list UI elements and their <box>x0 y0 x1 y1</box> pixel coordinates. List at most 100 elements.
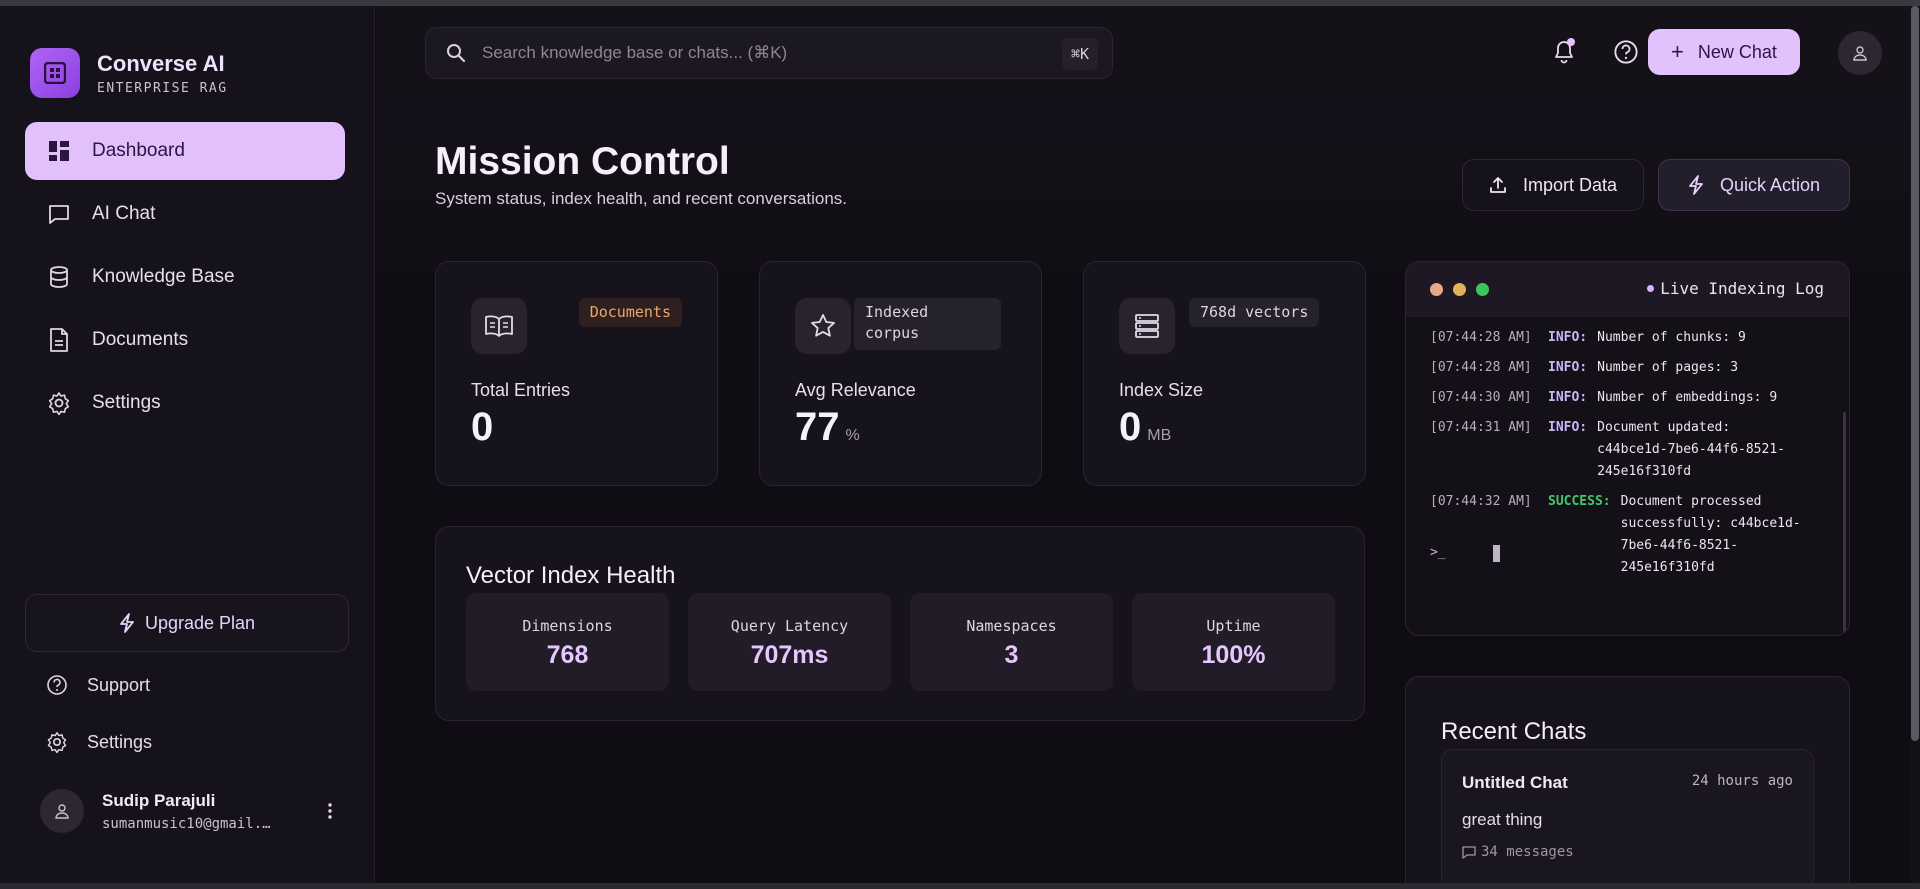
upgrade-plan-label: Upgrade Plan <box>144 612 256 633</box>
quick-action-label: Quick Action <box>1719 174 1821 195</box>
metric-query-latency: Query Latency 707ms <box>688 593 891 691</box>
help-button[interactable] <box>1606 32 1646 72</box>
notification-dot <box>1567 38 1575 46</box>
star-icon <box>795 298 851 354</box>
metric-label: Namespaces <box>966 617 1057 635</box>
notifications-button[interactable] <box>1544 32 1584 72</box>
sidebar-item-documents[interactable]: Documents <box>25 311 345 369</box>
chat-list-item[interactable]: Untitled Chat 24 hours ago great thing 3… <box>1441 749 1814 889</box>
chat-title: Untitled Chat <box>1462 773 1568 792</box>
settings-label: Settings <box>87 731 153 752</box>
import-data-button[interactable]: Import Data <box>1462 159 1644 211</box>
search-input[interactable] <box>482 43 1042 63</box>
metric-dimensions: Dimensions 768 <box>466 593 669 691</box>
gear-icon <box>47 391 71 415</box>
stat-value: 0 <box>471 405 494 449</box>
metric-value: 768 <box>546 641 589 669</box>
sidebar: Converse AI ENTERPRISE RAG Dashboard AI … <box>0 6 375 883</box>
window-bottom-border <box>0 883 1920 889</box>
help-circle-icon <box>1613 39 1639 65</box>
status-badge: 768d vectors <box>1189 298 1320 327</box>
metric-value: 100% <box>1201 641 1266 669</box>
log-title: Live Indexing Log <box>1647 279 1824 298</box>
settings-link[interactable]: Settings <box>46 731 152 753</box>
chat-timestamp: 24 hours ago <box>1691 773 1793 789</box>
section-title: Recent Chats <box>1441 718 1587 745</box>
more-vertical-icon[interactable] <box>320 798 340 824</box>
message-icon <box>1462 845 1476 859</box>
brand[interactable]: Converse AI ENTERPRISE RAG <box>30 48 228 98</box>
search-icon <box>446 43 466 63</box>
section-title: Vector Index Health <box>466 562 676 589</box>
window-dot-red <box>1430 283 1443 296</box>
quick-action-button[interactable]: Quick Action <box>1658 159 1850 211</box>
stat-card-avg-relevance: Indexed corpus Avg Relevance 77% <box>759 261 1042 486</box>
user-profile[interactable]: Sudip Parajuli sumanmusic10@gmail.com <box>40 786 340 836</box>
status-badge: Indexed corpus <box>854 298 1001 350</box>
stat-label: Index Size <box>1119 380 1204 400</box>
metric-value: 707ms <box>750 641 829 669</box>
upgrade-plan-button[interactable]: Upgrade Plan <box>25 594 349 652</box>
sidebar-item-ai-chat[interactable]: AI Chat <box>25 185 345 243</box>
window-top-border <box>0 0 1920 6</box>
search-shortcut-badge: ⌘K <box>1061 38 1098 70</box>
help-circle-icon <box>46 674 68 696</box>
search-bar[interactable]: ⌘K <box>425 27 1113 79</box>
vector-index-health-panel: Vector Index Health Dimensions 768 Query… <box>435 526 1365 721</box>
text-cursor <box>1493 545 1500 562</box>
log-scrollbar[interactable] <box>1843 412 1846 632</box>
live-indicator-dot <box>1647 285 1655 292</box>
live-indexing-log: Live Indexing Log [07:44:28 AM] INFO: Nu… <box>1405 261 1850 636</box>
brand-name: Converse AI <box>97 50 225 76</box>
sidebar-item-label: Knowledge Base <box>92 266 235 287</box>
sidebar-item-label: Settings <box>92 392 161 413</box>
page-title: Mission Control <box>435 140 730 183</box>
log-entry: [07:44:32 AM] SUCCESS: Document processe… <box>1430 494 1801 575</box>
database-icon <box>47 265 71 289</box>
support-label: Support <box>87 674 151 695</box>
window-dot-yellow <box>1453 283 1466 296</box>
stat-value: 77% <box>795 405 860 449</box>
lightning-icon <box>1688 175 1704 195</box>
app-logo-icon <box>30 48 80 98</box>
stat-label: Total Entries <box>471 380 571 400</box>
metric-value: 3 <box>1004 641 1019 669</box>
account-avatar-icon[interactable] <box>1838 31 1882 75</box>
metric-uptime: Uptime 100% <box>1132 593 1335 691</box>
page-scrollbar-thumb[interactable] <box>1911 6 1919 741</box>
server-icon <box>1119 298 1175 354</box>
sidebar-item-knowledge-base[interactable]: Knowledge Base <box>25 248 345 306</box>
page-subtitle: System status, index health, and recent … <box>435 189 848 208</box>
chat-message-count: 34 messages <box>1462 844 1574 860</box>
sidebar-item-settings[interactable]: Settings <box>25 374 345 432</box>
log-entry: [07:44:28 AM] INFO: Number of pages: 3 <box>1430 360 1739 375</box>
brand-subtitle: ENTERPRISE RAG <box>97 80 228 96</box>
log-body[interactable]: [07:44:28 AM] INFO: Number of chunks: 9 … <box>1406 317 1849 579</box>
sidebar-item-label: Documents <box>92 329 189 350</box>
log-entry: [07:44:30 AM] INFO: Number of embeddings… <box>1430 390 1778 405</box>
user-email: sumanmusic10@gmail.com <box>102 815 277 832</box>
import-data-label: Import Data <box>1522 174 1618 195</box>
recent-chats-panel: Recent Chats Untitled Chat 24 hours ago … <box>1405 676 1850 889</box>
sidebar-item-label: Dashboard <box>92 140 185 161</box>
support-link[interactable]: Support <box>46 674 150 696</box>
user-name: Sudip Parajuli <box>102 790 216 810</box>
gear-icon <box>46 731 68 753</box>
metric-label: Dimensions <box>522 617 613 635</box>
lightning-icon <box>119 613 135 633</box>
sidebar-nav: Dashboard AI Chat Knowledge Base Documen… <box>25 122 345 437</box>
new-chat-button[interactable]: + New Chat <box>1648 29 1800 75</box>
log-header: Live Indexing Log <box>1406 262 1849 317</box>
log-entry: [07:44:28 AM] INFO: Number of chunks: 9 <box>1430 330 1746 345</box>
chat-icon <box>47 202 71 226</box>
stat-label: Avg Relevance <box>795 380 916 400</box>
metric-namespaces: Namespaces 3 <box>910 593 1113 691</box>
status-badge: Documents <box>578 298 682 327</box>
sidebar-item-label: AI Chat <box>92 203 156 224</box>
log-prompt: >_ <box>1430 545 1446 560</box>
dashboard-icon <box>47 139 71 163</box>
chat-preview: great thing <box>1462 810 1543 829</box>
book-icon <box>471 298 527 354</box>
document-icon <box>47 328 71 352</box>
sidebar-item-dashboard[interactable]: Dashboard <box>25 122 345 180</box>
